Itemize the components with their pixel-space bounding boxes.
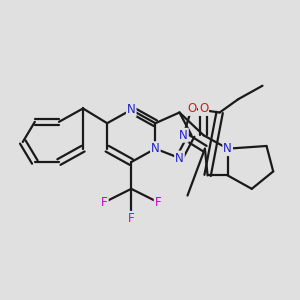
Text: N: N xyxy=(127,103,136,116)
Text: N: N xyxy=(151,142,160,155)
Text: F: F xyxy=(101,196,108,209)
Text: N: N xyxy=(223,142,232,155)
Text: F: F xyxy=(155,196,161,209)
Text: O: O xyxy=(199,102,208,115)
Text: F: F xyxy=(128,212,135,225)
Text: N: N xyxy=(175,152,184,164)
Text: O: O xyxy=(187,102,196,115)
Text: N: N xyxy=(179,129,188,142)
